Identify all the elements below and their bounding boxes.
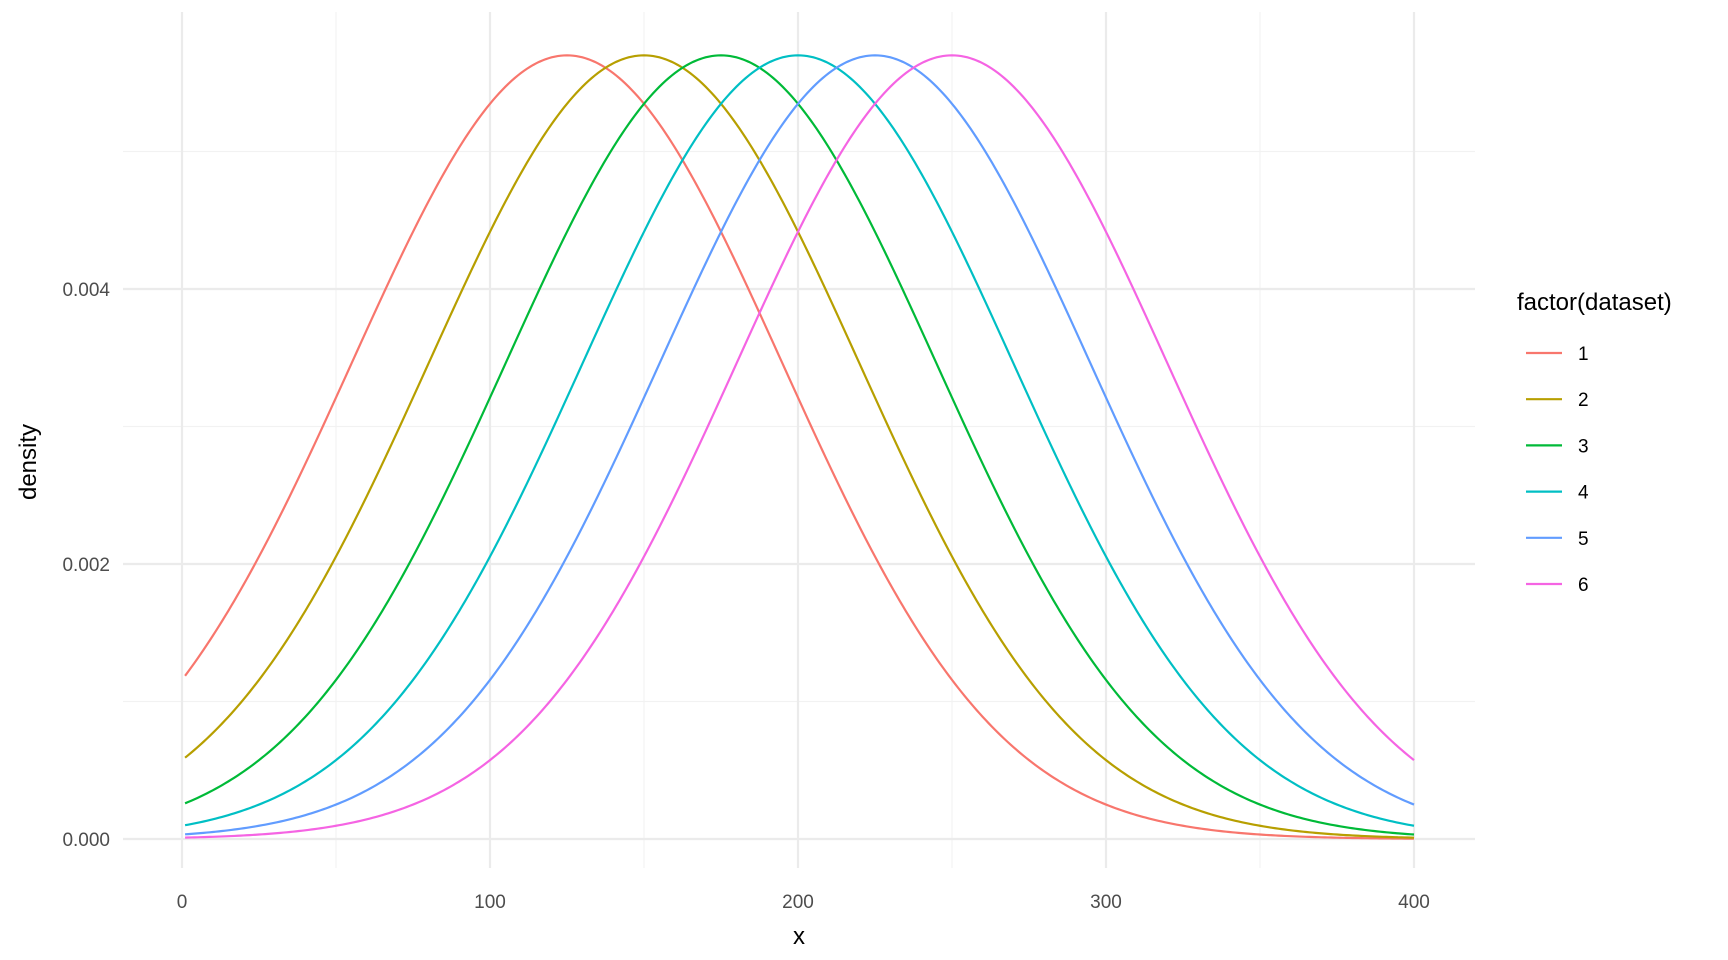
x-axis-title: x — [793, 923, 805, 950]
legend: factor(dataset) 1 2 3 4 5 6 — [1517, 289, 1672, 596]
legend-label-3: 3 — [1578, 436, 1589, 457]
series-line-1 — [184, 54, 1415, 840]
y-tick-label: 0.000 — [62, 830, 110, 851]
legend-label-4: 4 — [1578, 483, 1589, 504]
x-tick-label: 200 — [782, 892, 814, 913]
series-line-3 — [184, 54, 1415, 836]
series-line-4 — [184, 54, 1415, 827]
y-tick-label: 0.004 — [62, 280, 110, 301]
series-line-2 — [184, 54, 1415, 839]
major-gridlines — [123, 12, 1475, 868]
x-tick-label: 0 — [177, 892, 188, 913]
legend-label-6: 6 — [1578, 575, 1589, 596]
x-tick-label: 300 — [1090, 892, 1122, 913]
legend-label-5: 5 — [1578, 529, 1589, 550]
y-tick-label: 0.002 — [62, 555, 110, 576]
series-lines — [184, 54, 1415, 840]
series-line-6 — [185, 54, 1415, 839]
x-tick-label: 400 — [1398, 892, 1430, 913]
y-axis-title: density — [15, 424, 42, 500]
legend-title: factor(dataset) — [1517, 289, 1672, 316]
legend-label-2: 2 — [1578, 390, 1589, 411]
y-axis-tick-labels: 0.000 0.002 0.004 — [62, 280, 110, 851]
series-line-5 — [185, 54, 1415, 836]
x-axis-tick-labels: 0 100 200 300 400 — [177, 892, 1430, 913]
x-tick-label: 100 — [474, 892, 506, 913]
legend-label-1: 1 — [1578, 344, 1589, 365]
legend-items: 1 2 3 4 5 6 — [1526, 344, 1589, 596]
